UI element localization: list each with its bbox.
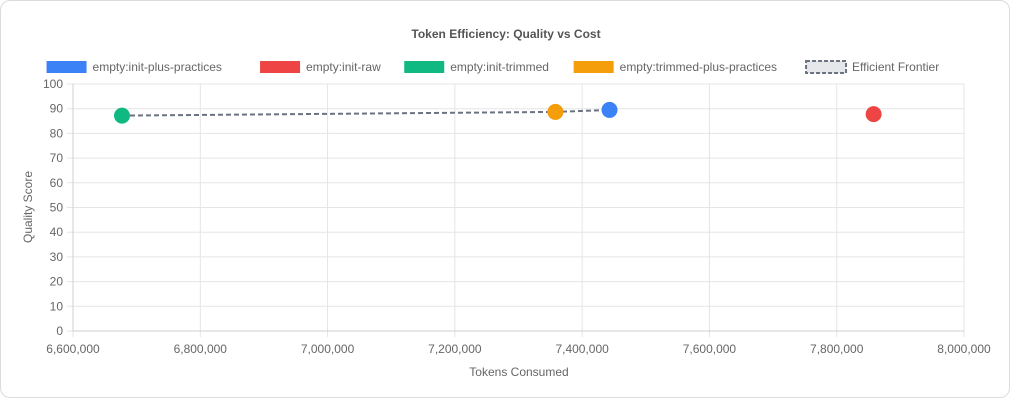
y-tick-label: 70 xyxy=(50,151,64,165)
y-tick-label: 20 xyxy=(50,275,64,289)
x-tick-label: 7,400,000 xyxy=(555,342,609,356)
x-tick-label: 6,600,000 xyxy=(46,342,100,356)
x-tick-label: 7,000,000 xyxy=(301,342,355,356)
y-tick-label: 30 xyxy=(50,250,64,264)
legend-label: empty:init-raw xyxy=(306,60,381,74)
y-tick-label: 40 xyxy=(50,225,64,239)
y-tick-label: 90 xyxy=(50,102,64,116)
legend-swatch xyxy=(260,61,301,73)
x-tick-label: 7,600,000 xyxy=(683,342,737,356)
data-point-empty-trimmed-plus-practices[interactable] xyxy=(547,103,564,120)
legend-label: empty:trimmed-plus-practices xyxy=(620,60,777,74)
grid-lines xyxy=(67,83,965,337)
x-tick-label: 7,800,000 xyxy=(810,342,864,356)
legend: empty:init-plus-practices empty:init-raw e… xyxy=(46,60,939,74)
y-tick-label: 60 xyxy=(50,176,64,190)
chart-title: Token Efficiency: Quality vs Cost xyxy=(411,27,600,41)
legend-swatch xyxy=(404,61,445,73)
legend-swatch xyxy=(805,60,848,74)
legend-label: Efficient Frontier xyxy=(852,60,939,74)
data-points xyxy=(114,101,882,124)
y-tick-label: 0 xyxy=(56,324,63,338)
tick-labels: 0 10 20 30 40 50 60 70 80 90 100 6,600,000 6,800,000… xyxy=(43,77,991,356)
legend-swatch xyxy=(46,61,87,73)
legend-label: empty:init-trimmed xyxy=(450,60,549,74)
x-tick-label: 6,800,000 xyxy=(174,342,228,356)
legend-item[interactable]: empty:init-trimmed xyxy=(404,60,549,74)
legend-item[interactable]: empty:init-plus-practices xyxy=(46,60,222,74)
legend-swatch xyxy=(573,61,614,73)
legend-item[interactable]: Efficient Frontier xyxy=(805,60,939,74)
x-tick-label: 7,200,000 xyxy=(428,342,482,356)
y-tick-label: 10 xyxy=(50,299,64,313)
legend-item[interactable]: empty:init-raw xyxy=(260,60,381,74)
y-axis-label: Quality Score xyxy=(21,171,35,243)
y-tick-label: 50 xyxy=(50,201,64,215)
efficient-frontier xyxy=(121,108,610,117)
axes xyxy=(72,84,964,332)
y-tick-label: 100 xyxy=(43,77,63,91)
y-tick-label: 80 xyxy=(50,126,64,140)
legend-label: empty:init-plus-practices xyxy=(93,60,222,74)
data-point-empty-init-plus-practices[interactable] xyxy=(601,101,618,118)
data-point-empty-init-raw[interactable] xyxy=(865,106,882,123)
legend-item[interactable]: empty:trimmed-plus-practices xyxy=(573,60,777,74)
data-point-empty-init-trimmed[interactable] xyxy=(114,107,131,124)
x-axis-label: Tokens Consumed xyxy=(469,365,568,379)
frontier-line xyxy=(121,108,610,117)
x-tick-label: 8,000,000 xyxy=(937,342,991,356)
